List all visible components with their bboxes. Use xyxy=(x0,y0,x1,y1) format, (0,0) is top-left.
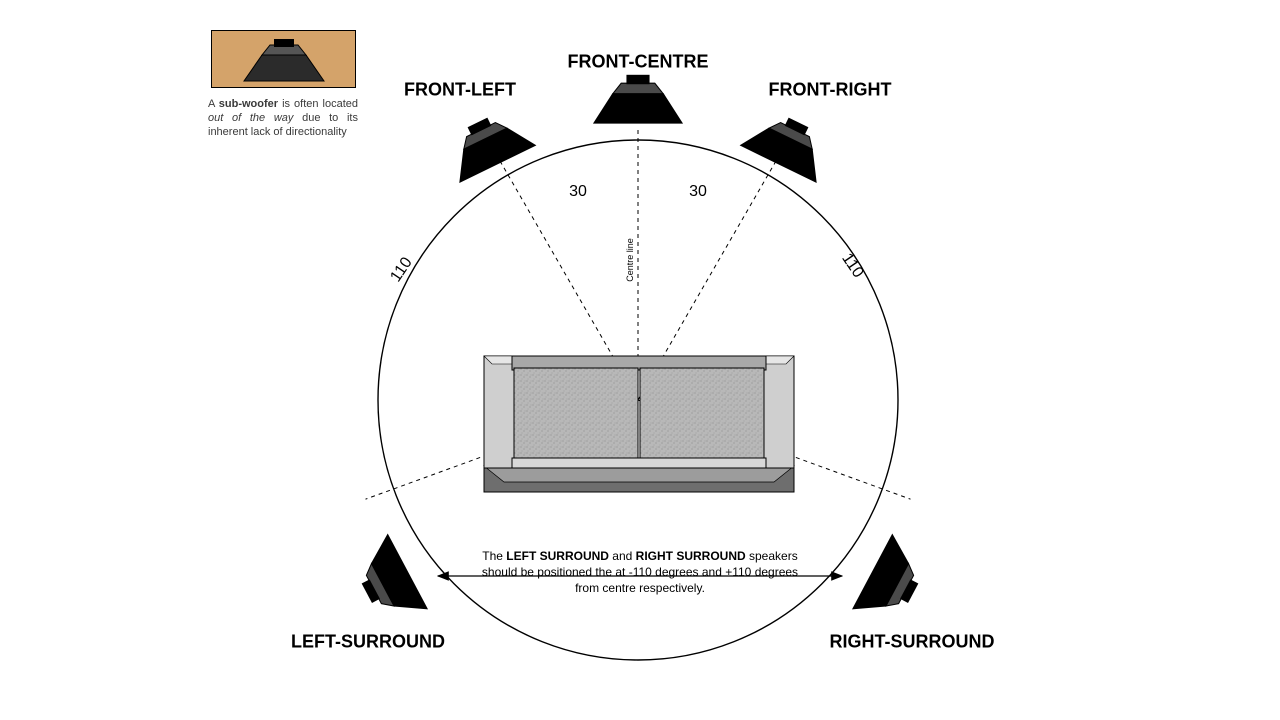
angle-30-right: 30 xyxy=(689,183,707,201)
surround-note: The LEFT SURROUND and RIGHT SURROUND spe… xyxy=(472,548,808,597)
diagram-stage: A sub-woofer is often located out of the… xyxy=(0,0,1280,720)
layout-diagram xyxy=(0,0,1280,720)
speaker-icon xyxy=(741,104,837,182)
speaker-icon xyxy=(594,75,682,123)
label-front-centre: FRONT-CENTRE xyxy=(568,52,709,73)
label-front-left: FRONT-LEFT xyxy=(404,80,516,101)
speaker-icon xyxy=(347,535,427,631)
sofa xyxy=(484,356,794,492)
label-left-surround: LEFT-SURROUND xyxy=(291,632,445,653)
speaker-icon xyxy=(853,535,933,631)
centre-line-label: Centre line xyxy=(625,238,635,282)
speaker-icon xyxy=(440,104,536,182)
label-right-surround: RIGHT-SURROUND xyxy=(830,632,995,653)
label-front-right: FRONT-RIGHT xyxy=(769,80,892,101)
angle-30-left: 30 xyxy=(569,183,587,201)
